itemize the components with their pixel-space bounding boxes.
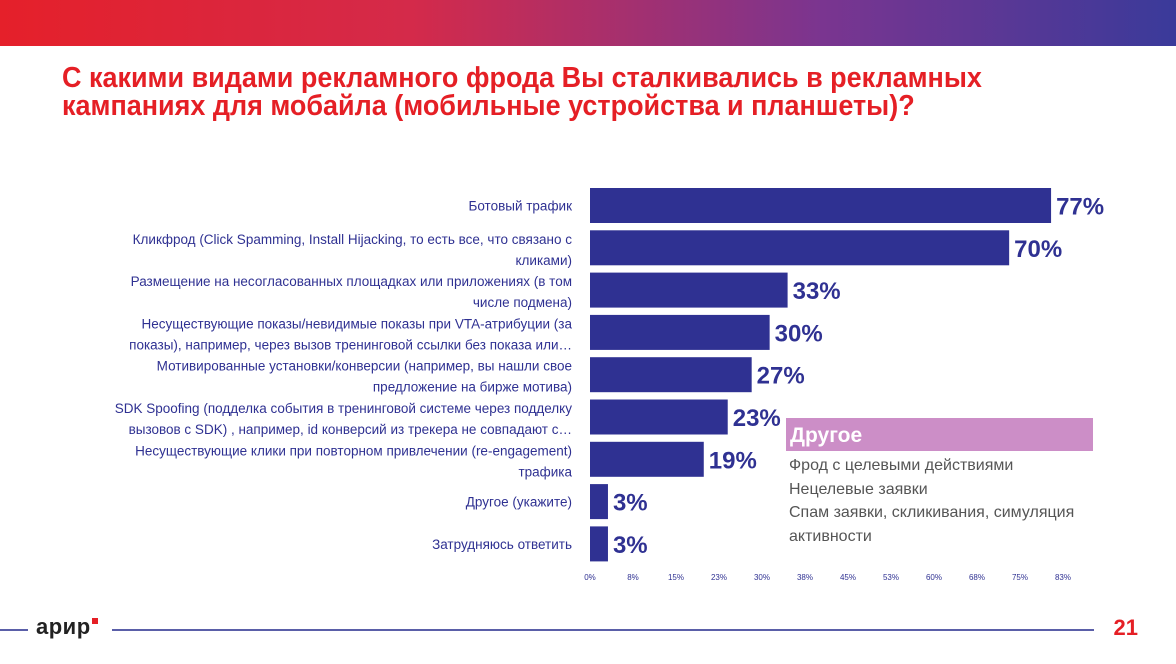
category-label: Затрудняюсь ответить: [432, 537, 572, 552]
x-tick-label: 83%: [1055, 573, 1071, 582]
brand-logo: арир: [36, 614, 91, 639]
bar-value-label: 3%: [613, 532, 648, 559]
x-tick-label: 15%: [668, 573, 684, 582]
category-label: Несуществующие клики при повторном привл…: [135, 443, 572, 458]
bar: [590, 441, 704, 477]
bar-value-label: 19%: [709, 447, 757, 474]
other-answer-item: Фрод с целевыми действиями: [789, 457, 1014, 474]
category-label: Несуществующие показы/невидимые показы п…: [142, 316, 573, 331]
category-label: SDK Spoofing (подделка события в тренинг…: [115, 401, 572, 416]
slide-title-line-1: С какими видами рекламного фрода Вы стал…: [62, 62, 982, 94]
category-label: кликами): [515, 253, 572, 268]
bar-value-label: 23%: [733, 405, 781, 432]
x-tick-label: 45%: [840, 573, 856, 582]
bar: [590, 314, 770, 350]
category-label: Размещение на несогласованных площадках …: [131, 274, 572, 289]
bar: [590, 526, 608, 562]
bar-value-label: 33%: [793, 278, 841, 305]
footer-divider-right: [112, 629, 1094, 631]
other-answers-list: Фрод с целевыми действиями Нецелевые зая…: [786, 454, 1096, 548]
x-tick-label: 30%: [754, 573, 770, 582]
x-tick-label: 0%: [584, 573, 596, 582]
other-answer-item: активности: [789, 527, 872, 545]
category-label: предложение на бирже мотива): [373, 380, 572, 395]
other-answers-header: Другое: [786, 418, 1093, 451]
bar: [590, 399, 728, 435]
x-tick-label: 75%: [1012, 573, 1028, 582]
bar-value-label: 3%: [613, 490, 648, 517]
category-label: трафика: [518, 464, 572, 479]
footer-divider-left: [0, 629, 28, 631]
bar: [590, 188, 1052, 223]
category-label: Мотивированные установки/конверсии (напр…: [157, 359, 572, 374]
category-label: показы), например, через вызов тренингов…: [129, 337, 572, 352]
bar-chart: 77% Ботовый трафик 70% Кликфрод (Click Spam…: [115, 188, 1104, 582]
other-answer-item: Нецелевые заявки: [789, 480, 928, 498]
slide-title: С какими видами рекламного фрода Вы стал…: [62, 62, 1039, 122]
other-answers-box: Другое Фрод с целевыми действиями Нецеле…: [786, 418, 1096, 548]
slide-title-line-2: кампаниях для мобайла (мобильные устройс…: [62, 90, 915, 122]
category-label: Кликфрод (Click Spamming, Install Hijack…: [133, 232, 573, 247]
x-tick-label: 38%: [797, 573, 813, 582]
x-tick-label: 53%: [883, 573, 899, 582]
brand-logo-dot: [92, 618, 98, 624]
category-label: Ботовый трафик: [468, 199, 572, 214]
x-tick-label: 23%: [711, 573, 727, 582]
bar: [590, 484, 608, 520]
page-number: 21: [1113, 615, 1138, 640]
bar: [590, 230, 1010, 266]
x-tick-label: 8%: [627, 573, 639, 582]
header-gradient-band: [0, 0, 1176, 46]
category-label: числе подмена): [473, 295, 572, 310]
bar: [590, 357, 752, 393]
bar-value-label: 77%: [1056, 194, 1104, 221]
x-tick-label: 68%: [969, 573, 985, 582]
x-tick-label: 60%: [926, 573, 942, 582]
bar-value-label: 27%: [757, 363, 805, 390]
category-label: вызовов с SDK) , например, id конверсий …: [129, 422, 572, 437]
category-label: Другое (укажите): [466, 495, 572, 510]
bar: [590, 272, 788, 308]
bar-value-label: 30%: [775, 320, 823, 347]
bar-value-label: 70%: [1014, 236, 1062, 263]
other-answer-item: Спам заявки, скликивания, симуляция: [789, 504, 1075, 521]
